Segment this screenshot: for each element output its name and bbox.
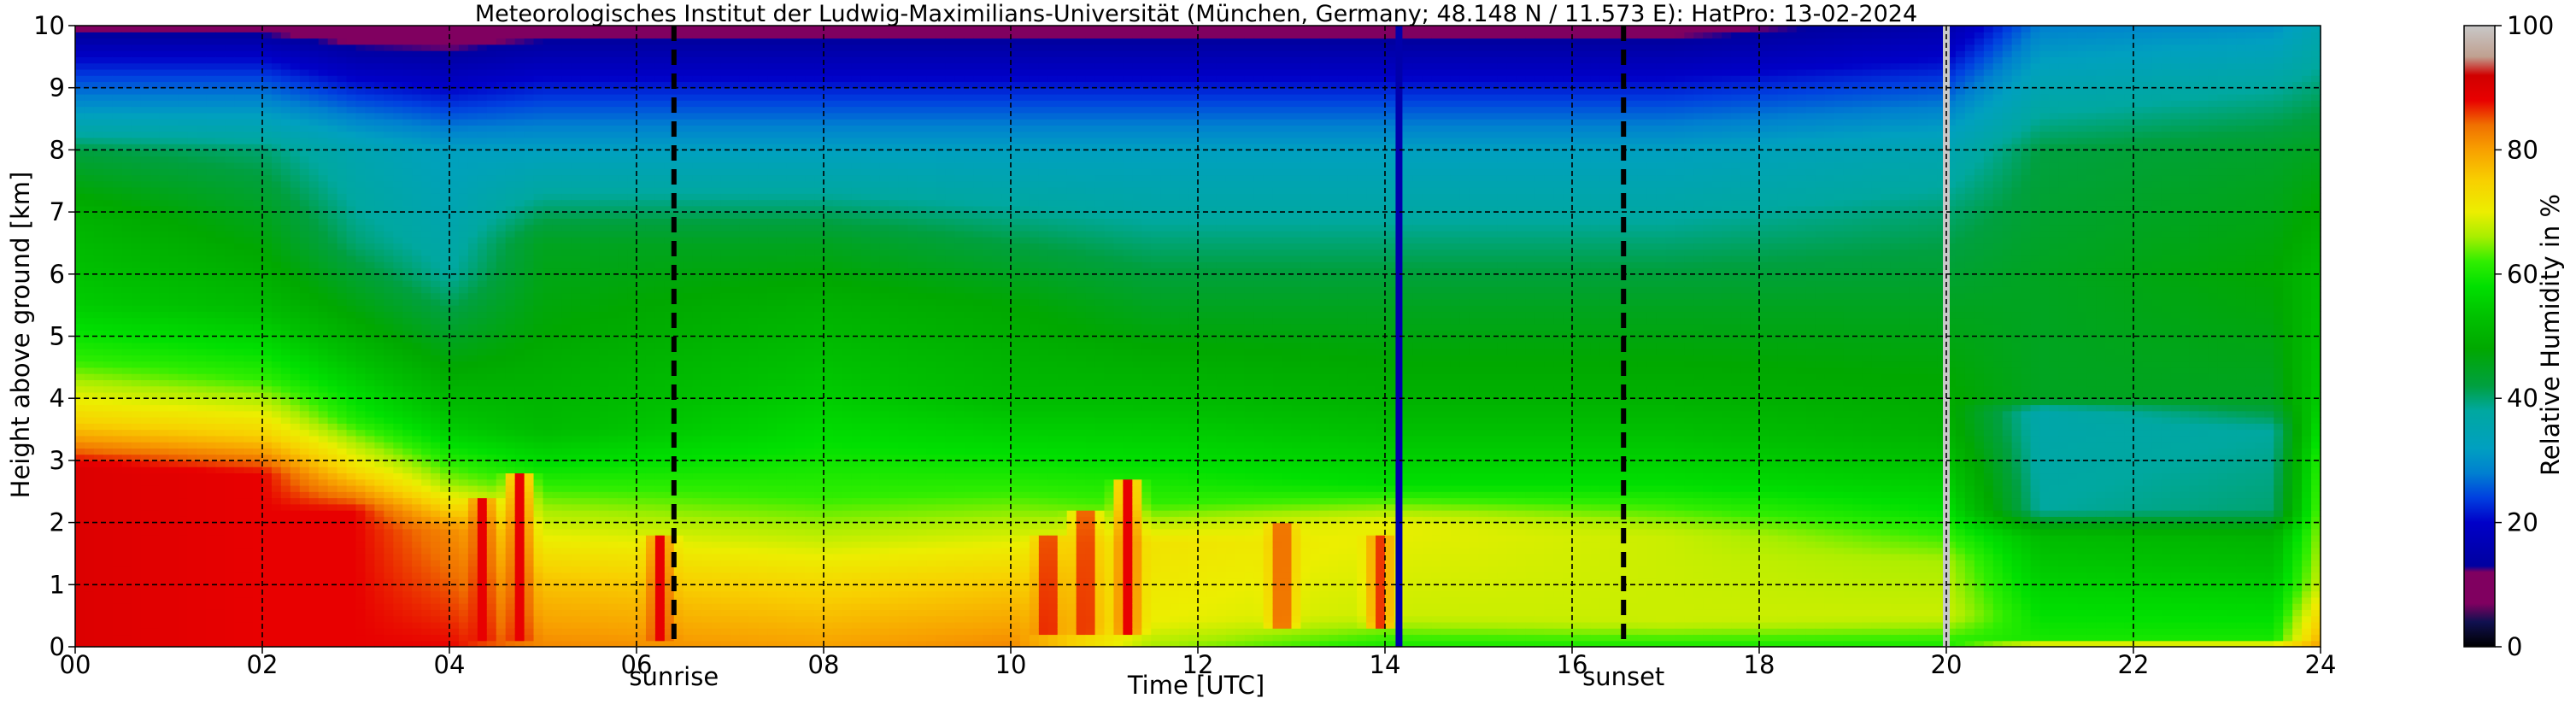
chart-title: Meteorologisches Institut der Ludwig-Max… xyxy=(475,1,1917,27)
x-tick-label: 14 xyxy=(1370,650,1401,679)
y-tick-label: 3 xyxy=(50,446,65,475)
colorbar-tick-label: 20 xyxy=(2507,508,2538,537)
colorbar-ticks: 0 20 40 60 80 100 xyxy=(2495,11,2554,661)
colorbar-tick-label: 60 xyxy=(2507,260,2538,289)
x-tick-label: 16 xyxy=(1557,650,1588,679)
colorbar: 0 20 40 60 80 100 Relative Humidity in % xyxy=(2463,11,2565,661)
y-tick-label: 9 xyxy=(50,73,65,103)
x-tick-label: 06 xyxy=(621,650,653,679)
y-tick-label: 10 xyxy=(33,11,65,40)
sun-markers: sunrise sunset xyxy=(629,26,1664,691)
sunrise-label: sunrise xyxy=(629,662,719,691)
x-tick-label: 08 xyxy=(808,650,840,679)
y-tick-label: 0 xyxy=(50,632,65,661)
colorbar-tick-label: 40 xyxy=(2507,384,2538,413)
colorbar-label: Relative Humidity in % xyxy=(2536,194,2565,476)
y-tick-label: 6 xyxy=(50,260,65,289)
y-axis: 0 1 2 3 4 5 6 7 8 9 10 xyxy=(33,11,75,661)
x-tick-label: 12 xyxy=(1182,650,1214,679)
x-tick-label: 00 xyxy=(60,650,91,679)
colorbar-tick-label: 0 xyxy=(2507,632,2522,661)
plot-area: sunrise sunset xyxy=(74,25,2321,691)
x-axis: 00 02 04 06 08 10 12 14 16 18 20 22 24 xyxy=(60,647,2337,679)
colorbar-tick-label: 80 xyxy=(2507,135,2538,164)
grid-lines xyxy=(75,26,2321,647)
y-tick-label: 7 xyxy=(50,197,65,226)
x-tick-label: 10 xyxy=(995,650,1027,679)
y-tick-label: 4 xyxy=(50,384,65,413)
x-tick-label: 04 xyxy=(434,650,466,679)
x-tick-label: 18 xyxy=(1744,650,1775,679)
colorbar-tick-label: 100 xyxy=(2507,11,2554,40)
x-tick-label: 02 xyxy=(247,650,279,679)
sunset-label: sunset xyxy=(1582,662,1664,691)
y-axis-label: Height above ground [km] xyxy=(6,172,35,499)
x-axis-label: Time [UTC] xyxy=(1127,671,1265,700)
y-tick-label: 1 xyxy=(50,570,65,599)
y-tick-label: 8 xyxy=(50,135,65,164)
humidity-heatmap xyxy=(75,26,2321,648)
colorbar-scale xyxy=(2463,25,2496,648)
x-tick-label: 24 xyxy=(2305,650,2337,679)
y-tick-label: 5 xyxy=(50,322,65,351)
data-gap-column xyxy=(1395,26,1403,647)
x-tick-label: 22 xyxy=(2118,650,2150,679)
x-tick-label: 20 xyxy=(1931,650,1963,679)
y-tick-label: 2 xyxy=(50,508,65,537)
